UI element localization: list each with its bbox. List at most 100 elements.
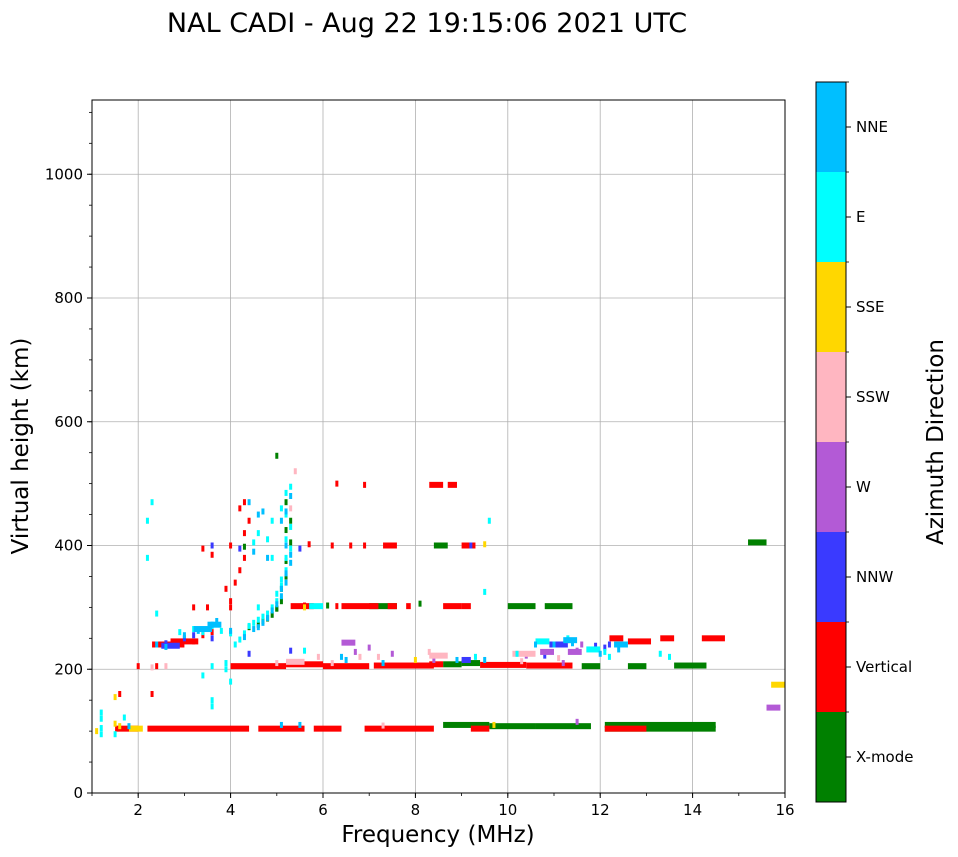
echo-point bbox=[192, 638, 196, 645]
series-x-mode bbox=[242, 452, 767, 732]
echo-point bbox=[469, 542, 473, 549]
echo-point bbox=[339, 653, 343, 660]
echo-point bbox=[238, 505, 242, 512]
echo-point bbox=[381, 660, 385, 667]
echo-point bbox=[668, 653, 671, 660]
echo-point bbox=[256, 511, 260, 518]
echo-point bbox=[284, 511, 288, 518]
echo-point bbox=[289, 517, 293, 524]
echo-segment bbox=[429, 481, 444, 488]
echo-point bbox=[261, 619, 265, 626]
y-axis: 0 200 400 600 800 1000 bbox=[45, 111, 92, 802]
echo-point bbox=[330, 660, 334, 667]
echo-point bbox=[210, 703, 214, 710]
echo-point bbox=[242, 543, 246, 550]
echo-point bbox=[145, 517, 149, 524]
echo-segment bbox=[586, 646, 601, 653]
colorbar-label: Azimuth Direction bbox=[923, 339, 949, 545]
echo-point bbox=[150, 691, 154, 697]
data-marks bbox=[95, 452, 785, 738]
echo-point bbox=[413, 656, 417, 663]
echo-point bbox=[210, 551, 214, 558]
echo-segment bbox=[193, 626, 213, 633]
echo-point bbox=[113, 731, 117, 738]
echo-point bbox=[242, 499, 246, 506]
colorbar-frame bbox=[815, 81, 847, 803]
echo-segment bbox=[443, 603, 462, 610]
echo-point bbox=[279, 585, 283, 592]
echo-point bbox=[247, 650, 251, 657]
echo-point bbox=[284, 567, 288, 574]
echo-segment bbox=[544, 603, 573, 610]
echo-point bbox=[575, 647, 579, 654]
echo-segment bbox=[674, 662, 707, 669]
echo-point bbox=[515, 650, 519, 657]
echo-point bbox=[252, 539, 256, 546]
echo-point bbox=[284, 499, 288, 506]
echo-segment bbox=[230, 663, 287, 670]
echo-point bbox=[303, 604, 307, 611]
colorbar-tick-label: X-mode bbox=[856, 748, 913, 766]
echo-point bbox=[284, 542, 288, 549]
echo-segment bbox=[369, 603, 397, 610]
echo-segment bbox=[461, 660, 481, 667]
echo-point bbox=[367, 644, 371, 651]
echo-segment bbox=[443, 721, 490, 728]
echo-point bbox=[233, 579, 237, 586]
series-nnw bbox=[161, 542, 611, 663]
echo-point bbox=[164, 640, 168, 647]
echo-point bbox=[520, 658, 524, 665]
echo-point bbox=[594, 642, 598, 649]
echo-point bbox=[607, 641, 611, 648]
echo-point bbox=[229, 627, 233, 634]
echo-point bbox=[242, 634, 246, 641]
colorbar-swatch bbox=[816, 622, 846, 712]
plot-area: 2 4 6 8 10 12 14 16 0 200 400 600 800 1000 bbox=[45, 99, 795, 819]
echo-point bbox=[252, 548, 256, 555]
echo-point bbox=[270, 607, 274, 614]
echo-point bbox=[201, 545, 205, 552]
echo-point bbox=[256, 530, 260, 537]
echo-point bbox=[270, 554, 274, 561]
echo-segment bbox=[161, 642, 180, 649]
echo-point bbox=[270, 611, 274, 618]
echo-point bbox=[275, 601, 279, 608]
echo-point bbox=[483, 656, 487, 663]
echo-point bbox=[118, 723, 122, 730]
echo-point bbox=[418, 600, 422, 607]
echo-point bbox=[603, 648, 607, 655]
echo-point bbox=[603, 644, 607, 651]
echo-segment bbox=[512, 650, 536, 657]
echo-point bbox=[284, 573, 288, 580]
echo-point bbox=[127, 723, 131, 730]
echo-point bbox=[164, 643, 168, 650]
echo-point bbox=[247, 622, 251, 629]
echo-segment bbox=[128, 725, 143, 732]
echo-point bbox=[363, 542, 367, 549]
echo-segment bbox=[604, 725, 716, 732]
echo-point bbox=[182, 635, 186, 642]
echo-point bbox=[219, 627, 223, 634]
echo-point bbox=[95, 728, 99, 735]
y-tick-label: 200 bbox=[54, 660, 83, 678]
echo-point bbox=[487, 517, 491, 524]
echo-segment bbox=[461, 542, 476, 549]
echo-segment bbox=[147, 725, 250, 732]
echo-point bbox=[210, 542, 214, 549]
echo-point bbox=[242, 554, 246, 561]
colorbar-swatch bbox=[816, 262, 846, 352]
echo-point bbox=[242, 630, 246, 637]
echo-point bbox=[210, 621, 214, 628]
echo-point bbox=[284, 570, 288, 577]
series-nne bbox=[127, 493, 628, 730]
echo-segment bbox=[627, 663, 647, 670]
colorbar-tick-label: NNE bbox=[856, 118, 888, 136]
echo-point bbox=[270, 517, 274, 524]
echo-segment bbox=[364, 725, 434, 732]
echo-point bbox=[247, 517, 251, 524]
echo-point bbox=[284, 536, 288, 543]
plot-frame bbox=[91, 99, 786, 794]
echo-point bbox=[150, 664, 154, 671]
echo-point bbox=[229, 678, 233, 685]
echo-point bbox=[289, 647, 293, 654]
